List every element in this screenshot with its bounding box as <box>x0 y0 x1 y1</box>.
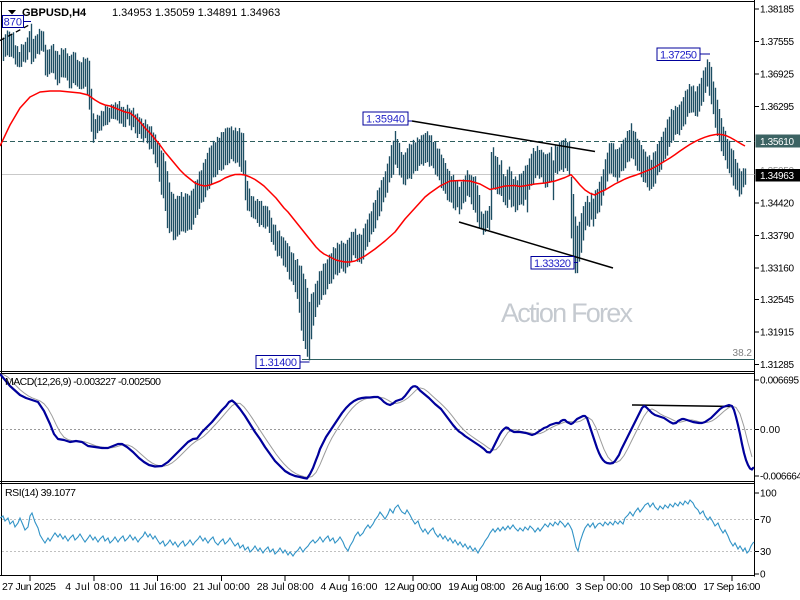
svg-text:1.33320: 1.33320 <box>534 258 571 270</box>
svg-text:70: 70 <box>760 515 772 526</box>
svg-text:0.006695: 0.006695 <box>760 376 799 387</box>
svg-text:1.33790: 1.33790 <box>760 231 794 242</box>
svg-text:0: 0 <box>760 570 766 581</box>
svg-text:3 Sep 00:00: 3 Sep 00:00 <box>576 581 633 593</box>
svg-text:1.33160: 1.33160 <box>760 263 794 274</box>
svg-text:27 Jun 2025: 27 Jun 2025 <box>2 581 56 593</box>
svg-text:21 Jul 00:00: 21 Jul 00:00 <box>193 581 250 593</box>
svg-text:26 Aug 16:00: 26 Aug 16:00 <box>512 581 569 593</box>
svg-text:1.37555: 1.37555 <box>760 37 794 48</box>
svg-text:17 Sep 16:00: 17 Sep 16:00 <box>703 581 760 593</box>
svg-text:MACD(12,26,9) -0.003227 -0.002: MACD(12,26,9) -0.003227 -0.002500 <box>5 376 161 388</box>
svg-text:1.35610: 1.35610 <box>760 137 794 148</box>
svg-text:GBPUSD,H4: GBPUSD,H4 <box>22 7 87 19</box>
svg-text:1.31285: 1.31285 <box>760 360 794 371</box>
svg-text:1.36925: 1.36925 <box>760 70 794 81</box>
svg-text:Action Forex: Action Forex <box>501 298 634 328</box>
svg-text:1.34963: 1.34963 <box>760 171 794 182</box>
svg-text:0.00: 0.00 <box>760 425 780 436</box>
svg-text:1.31915: 1.31915 <box>760 328 794 339</box>
svg-text:30: 30 <box>760 547 772 558</box>
svg-text:1.35940: 1.35940 <box>366 114 405 126</box>
svg-text:100: 100 <box>760 489 777 500</box>
svg-text:28 Jul 08:00: 28 Jul 08:00 <box>257 581 314 593</box>
svg-text:12 Aug 00:00: 12 Aug 00:00 <box>384 581 441 593</box>
svg-text:1.34420: 1.34420 <box>760 199 794 210</box>
svg-text:38.2: 38.2 <box>733 348 753 359</box>
svg-text:1.34953 1.35059 1.34891 1.3496: 1.34953 1.35059 1.34891 1.34963 <box>112 7 280 19</box>
svg-text:11 Jul 16:00: 11 Jul 16:00 <box>129 581 186 593</box>
svg-text:1.36295: 1.36295 <box>760 102 794 113</box>
svg-text:4 Jul 08:00: 4 Jul 08:00 <box>65 581 122 593</box>
svg-text:-0.006664: -0.006664 <box>760 472 800 483</box>
svg-text:10 Sep 08:00: 10 Sep 08:00 <box>640 581 697 593</box>
svg-text:1.31400: 1.31400 <box>259 357 297 369</box>
svg-text:1.37870: 1.37870 <box>0 17 22 29</box>
svg-text:1.32545: 1.32545 <box>760 295 794 306</box>
svg-text:1.38185: 1.38185 <box>760 5 794 16</box>
svg-text:4 Aug 16:00: 4 Aug 16:00 <box>321 581 378 593</box>
svg-text:19 Aug 08:00: 19 Aug 08:00 <box>448 581 505 593</box>
svg-text:1.37250: 1.37250 <box>660 49 697 61</box>
svg-text:RSI(14) 39.1077: RSI(14) 39.1077 <box>5 487 76 499</box>
